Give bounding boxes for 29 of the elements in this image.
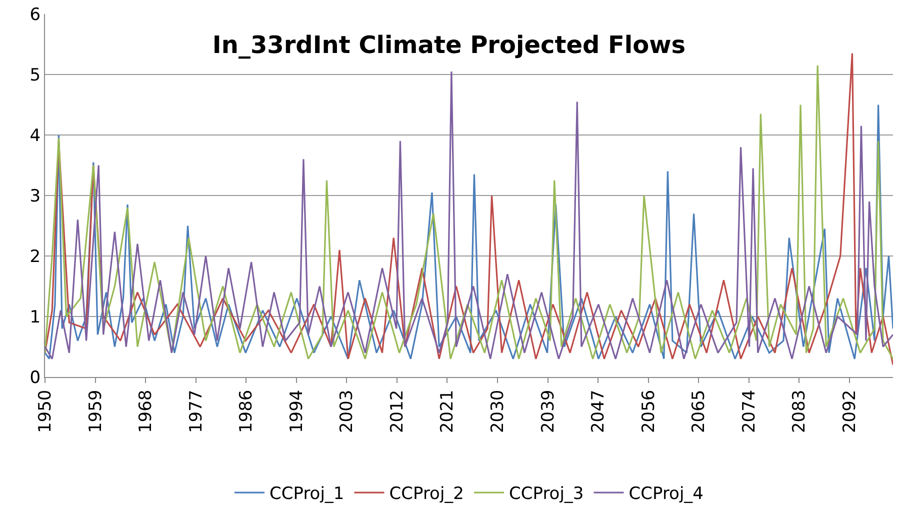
y-tick-label: 4 xyxy=(30,126,41,146)
y-tick-label: 3 xyxy=(30,186,41,206)
x-tick-label: 1977 xyxy=(186,390,206,434)
x-tick-label: 2056 xyxy=(638,390,659,434)
x-tick-label: 2047 xyxy=(588,390,609,434)
y-tick-label: 6 xyxy=(30,4,41,25)
x-tick-label: 1950 xyxy=(36,390,56,434)
x-tick-label: 2092 xyxy=(840,390,860,434)
x-tick-label: 1968 xyxy=(136,390,156,434)
x-tick-label: 2083 xyxy=(790,390,810,434)
x-tick-label: 2012 xyxy=(387,390,408,434)
legend-label: CCProj_3 xyxy=(509,484,584,504)
x-tick-label: 2074 xyxy=(739,390,760,434)
x-tick-label: 2021 xyxy=(438,390,458,434)
x-tick-label: 2065 xyxy=(689,390,710,434)
y-tick-label: 0 xyxy=(30,368,41,388)
x-tick-label: 1986 xyxy=(236,390,257,434)
x-tick-label: 2003 xyxy=(337,390,358,434)
x-tick-label: 2030 xyxy=(488,390,508,434)
y-tick-label: 5 xyxy=(30,65,41,86)
y-tick-label: 2 xyxy=(30,246,41,267)
x-tick-label: 2039 xyxy=(538,390,558,434)
legend-label: CCProj_4 xyxy=(628,484,704,504)
x-tick-label: 1959 xyxy=(86,390,106,434)
y-tick-label: 1 xyxy=(30,307,41,328)
legend-label: CCProj_1 xyxy=(270,484,344,504)
legend-label: CCProj_2 xyxy=(389,484,464,504)
text: In_33rdInt Climate Projected Flows xyxy=(212,30,686,59)
x-tick-label: 1994 xyxy=(286,390,307,434)
